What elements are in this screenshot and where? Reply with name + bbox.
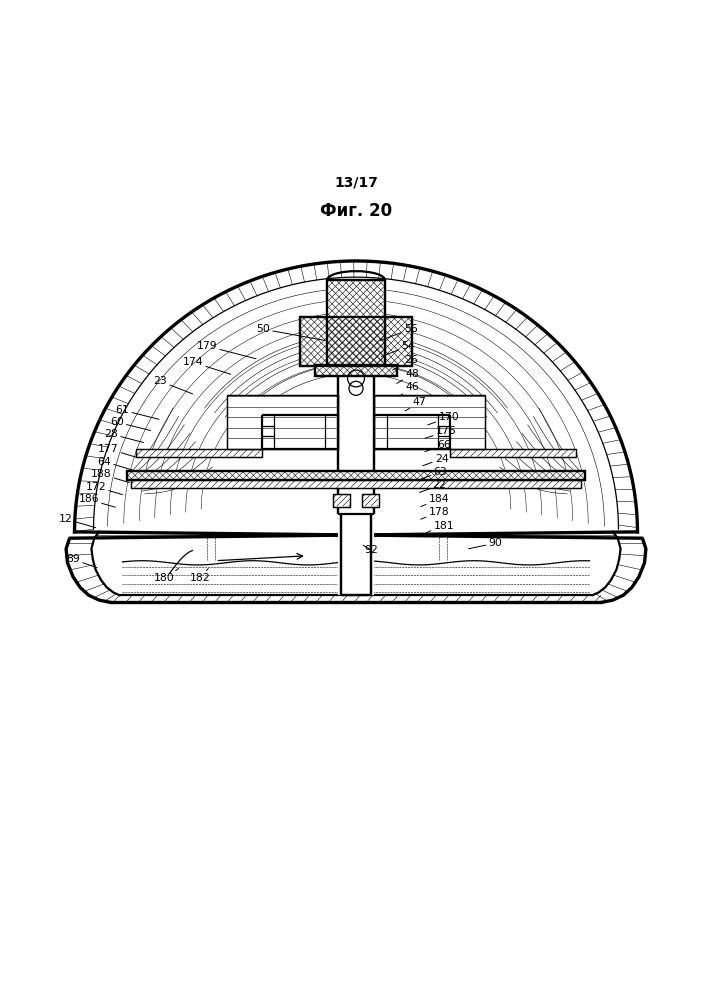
Bar xyxy=(327,280,385,366)
Text: 89: 89 xyxy=(66,554,97,567)
Bar xyxy=(450,449,575,458)
Bar xyxy=(362,494,379,506)
Bar xyxy=(137,449,262,458)
Text: 12: 12 xyxy=(59,514,95,527)
Text: 47: 47 xyxy=(405,398,426,411)
Text: 66: 66 xyxy=(425,440,451,452)
Bar xyxy=(327,280,385,366)
Bar xyxy=(137,449,262,458)
Text: 48: 48 xyxy=(397,370,419,384)
Text: Фиг. 20: Фиг. 20 xyxy=(320,202,392,220)
Text: 61: 61 xyxy=(115,406,159,420)
Text: 170: 170 xyxy=(428,413,459,425)
Text: 180: 180 xyxy=(155,568,179,583)
Text: 64: 64 xyxy=(98,457,132,470)
Bar xyxy=(300,317,412,366)
Bar xyxy=(375,396,486,449)
Bar xyxy=(362,494,379,506)
Text: 176: 176 xyxy=(425,427,456,439)
Text: 13/17: 13/17 xyxy=(334,176,378,190)
Text: 184: 184 xyxy=(421,495,449,506)
Text: 28: 28 xyxy=(104,429,144,443)
Text: 92: 92 xyxy=(363,545,378,555)
Bar xyxy=(315,365,397,376)
Text: 178: 178 xyxy=(421,507,449,519)
Text: 174: 174 xyxy=(182,358,231,375)
Text: 186: 186 xyxy=(78,495,115,507)
Bar xyxy=(127,472,585,480)
Bar xyxy=(315,365,397,376)
Text: 50: 50 xyxy=(256,325,325,341)
Bar xyxy=(131,480,581,489)
Text: 54: 54 xyxy=(382,341,415,357)
Bar xyxy=(333,494,350,506)
Text: 90: 90 xyxy=(468,538,502,548)
Text: 177: 177 xyxy=(98,444,137,458)
Text: 26: 26 xyxy=(392,356,418,370)
Text: 63: 63 xyxy=(421,468,447,480)
Text: 181: 181 xyxy=(426,520,454,532)
Bar xyxy=(337,376,375,595)
Text: 182: 182 xyxy=(189,568,210,583)
Text: 179: 179 xyxy=(197,341,256,359)
Text: 22: 22 xyxy=(419,481,446,493)
Bar xyxy=(226,396,337,449)
Bar xyxy=(300,317,412,366)
Text: 23: 23 xyxy=(154,377,193,394)
Text: 188: 188 xyxy=(91,470,130,483)
Bar xyxy=(450,449,575,458)
Text: 172: 172 xyxy=(85,482,122,495)
Bar xyxy=(127,472,585,480)
Text: 56: 56 xyxy=(380,325,418,341)
Bar xyxy=(375,396,486,449)
Bar xyxy=(131,480,581,489)
Bar xyxy=(226,396,337,449)
Text: 46: 46 xyxy=(399,382,419,396)
Bar xyxy=(333,494,350,506)
Text: 60: 60 xyxy=(110,418,150,431)
Text: 24: 24 xyxy=(423,454,449,466)
